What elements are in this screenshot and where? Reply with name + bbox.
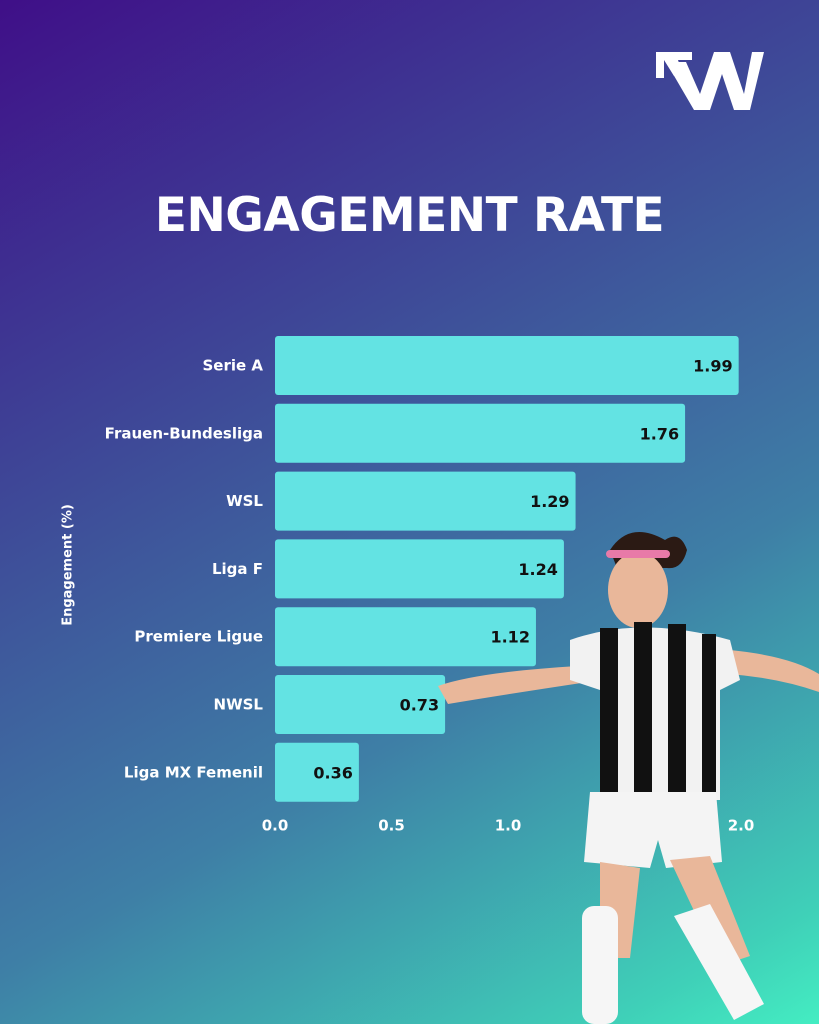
logo-w-icon	[666, 52, 764, 110]
category-label-5: NWSL	[214, 696, 264, 714]
page-title: ENGAGEMENT RATE	[154, 188, 665, 243]
player-face-icon	[608, 552, 668, 628]
brand-logo	[656, 52, 764, 110]
bar-6	[275, 742, 359, 802]
bar-1	[275, 403, 686, 463]
category-label-1: Frauen-Bundesliga	[105, 424, 263, 442]
category-label-0: Serie A	[202, 357, 263, 375]
value-label-0: 1.99	[693, 357, 732, 376]
x-tick-0: 0.0	[262, 817, 289, 835]
category-label-6: Liga MX Femenil	[124, 763, 263, 781]
bar-5	[275, 675, 446, 734]
bar-3	[275, 539, 564, 599]
bar-0	[275, 336, 739, 395]
category-label-2: WSL	[226, 492, 263, 510]
value-label-4: 1.12	[490, 628, 529, 647]
player-shorts-icon	[584, 792, 722, 868]
x-tick-1: 0.5	[378, 817, 405, 835]
x-tick-3: 2.0	[728, 817, 755, 835]
value-label-1: 1.76	[640, 424, 679, 443]
x-tick-2: 1.0	[495, 817, 522, 835]
bar-2	[275, 471, 576, 531]
category-label-4: Premiere Ligue	[134, 628, 263, 646]
player-photo	[438, 532, 819, 1024]
value-label-3: 1.24	[518, 560, 557, 579]
bar-4	[275, 607, 536, 667]
value-label-6: 0.36	[313, 763, 352, 782]
value-label-2: 1.29	[530, 492, 569, 511]
category-label-3: Liga F	[212, 560, 263, 578]
value-label-5: 0.73	[400, 696, 439, 715]
